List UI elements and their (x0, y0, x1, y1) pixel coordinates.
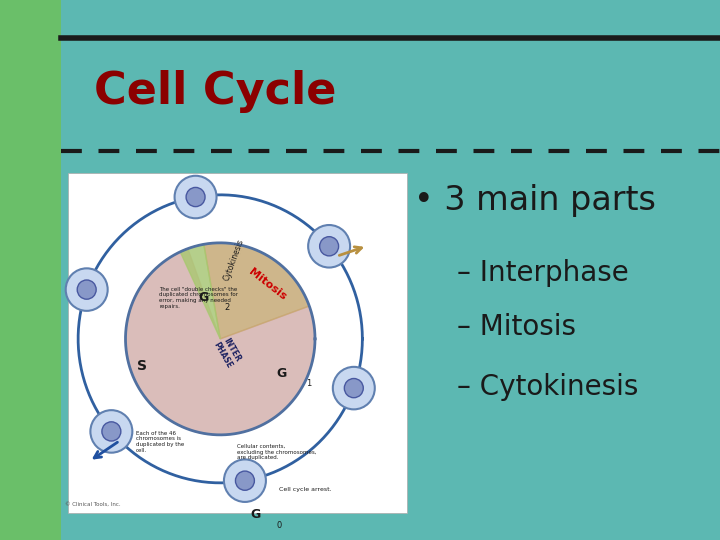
Text: 2: 2 (225, 303, 230, 313)
Polygon shape (125, 243, 315, 435)
Text: © Clinical Tools, Inc.: © Clinical Tools, Inc. (65, 502, 120, 507)
Circle shape (77, 280, 96, 299)
Text: G: G (276, 367, 287, 380)
Text: Cell cycle arrest.: Cell cycle arrest. (279, 487, 331, 492)
Text: The cell "double checks" the
duplicated chromosomes for
error, making any needed: The cell "double checks" the duplicated … (159, 287, 238, 309)
Polygon shape (204, 243, 310, 339)
Circle shape (344, 379, 364, 397)
Circle shape (308, 225, 350, 267)
Polygon shape (125, 248, 315, 435)
Circle shape (224, 460, 266, 502)
Text: INTER
PHASE: INTER PHASE (212, 335, 243, 370)
Text: Cytokinesis: Cytokinesis (222, 238, 246, 282)
Text: Cellular contents,
excluding the chromosomes,
are duplicated.: Cellular contents, excluding the chromos… (237, 444, 317, 460)
Circle shape (235, 471, 254, 490)
Text: Cell Cycle: Cell Cycle (94, 70, 336, 113)
Text: 0: 0 (276, 521, 282, 530)
Bar (68, 173, 407, 513)
Text: Each of the 46
chromosomes is
duplicated by the
cell.: Each of the 46 chromosomes is duplicated… (135, 430, 184, 453)
Text: S: S (138, 359, 148, 373)
Bar (0, 0, 61, 540)
Circle shape (333, 367, 375, 409)
Text: G: G (198, 291, 209, 304)
Circle shape (320, 237, 338, 256)
Text: – Cytokinesis: – Cytokinesis (457, 373, 639, 401)
Text: 1: 1 (305, 379, 311, 388)
Circle shape (66, 268, 108, 311)
Circle shape (102, 422, 121, 441)
Polygon shape (180, 244, 220, 339)
Circle shape (91, 410, 132, 453)
Circle shape (186, 187, 205, 207)
Text: • 3 main parts: • 3 main parts (414, 184, 656, 217)
Text: – Interphase: – Interphase (457, 259, 629, 287)
Text: – Mitosis: – Mitosis (457, 313, 576, 341)
Circle shape (174, 176, 217, 218)
Text: G: G (250, 509, 260, 522)
Text: Mitosis: Mitosis (247, 266, 288, 302)
